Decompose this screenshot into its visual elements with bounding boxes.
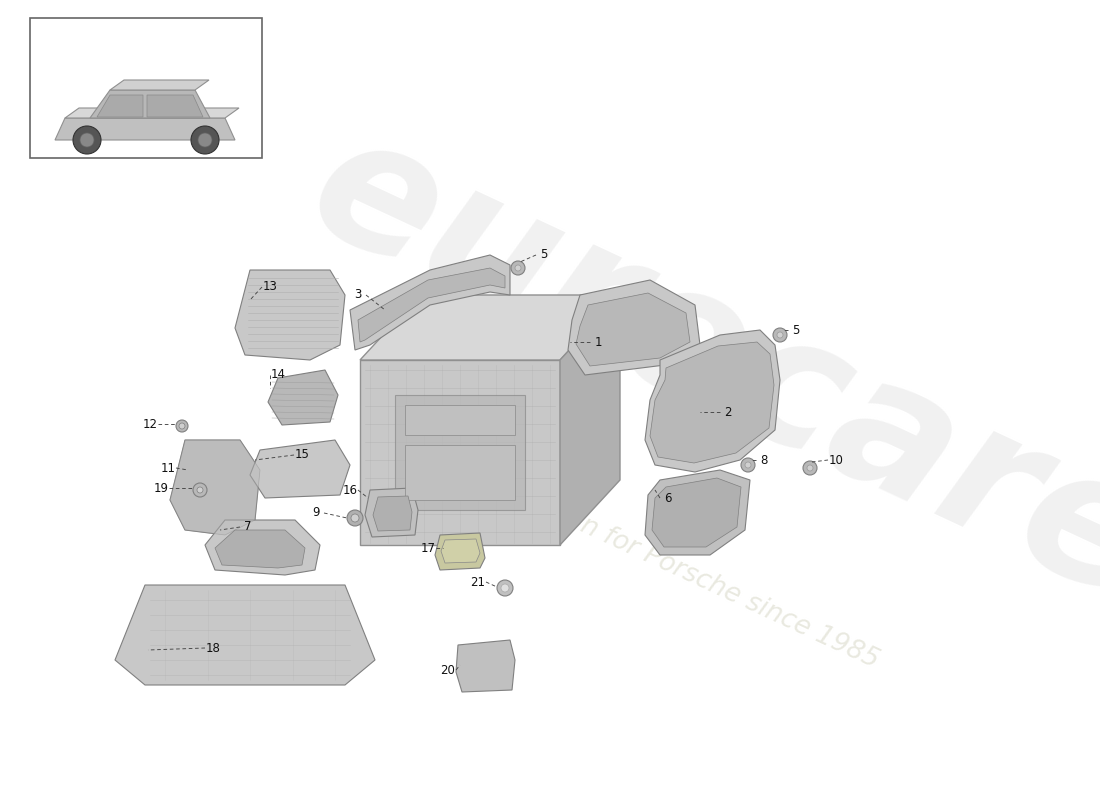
Text: 15: 15 [295,449,309,462]
Polygon shape [214,530,305,568]
Polygon shape [360,295,620,360]
Circle shape [512,261,525,275]
Text: 9: 9 [312,506,320,519]
Circle shape [73,126,101,154]
Text: 17: 17 [420,542,436,554]
Circle shape [191,126,219,154]
Polygon shape [350,255,510,350]
Text: 3: 3 [354,289,362,302]
Polygon shape [358,268,505,342]
Polygon shape [650,342,774,463]
Text: 19: 19 [154,482,168,494]
Polygon shape [97,95,143,117]
Text: eurocares: eurocares [285,97,1100,683]
Polygon shape [65,108,239,118]
Polygon shape [205,520,320,575]
Polygon shape [365,488,418,537]
Circle shape [198,133,212,147]
Circle shape [351,514,359,522]
Polygon shape [441,539,480,563]
Polygon shape [110,80,209,90]
Text: a passion for Porsche since 1985: a passion for Porsche since 1985 [477,466,882,674]
Polygon shape [268,370,338,425]
Text: 18: 18 [206,642,220,654]
Circle shape [741,458,755,472]
Text: 12: 12 [143,418,157,430]
Polygon shape [405,405,515,435]
Text: 1: 1 [594,335,602,349]
Text: 20: 20 [441,663,455,677]
Circle shape [176,420,188,432]
Text: 5: 5 [792,323,800,337]
Circle shape [745,462,751,468]
Polygon shape [405,445,515,500]
Polygon shape [147,95,204,117]
Text: 6: 6 [664,491,672,505]
Bar [30,18,262,158]
Circle shape [807,465,813,471]
Text: 2: 2 [724,406,732,418]
Polygon shape [235,270,345,360]
Polygon shape [55,118,235,140]
Circle shape [515,265,521,271]
Polygon shape [434,533,485,570]
Polygon shape [645,470,750,555]
Polygon shape [250,440,350,498]
Polygon shape [652,478,741,547]
Text: 5: 5 [540,249,548,262]
Text: 8: 8 [760,454,768,466]
Polygon shape [116,585,375,685]
Polygon shape [645,330,780,472]
Text: 10: 10 [828,454,844,466]
Text: 11: 11 [161,462,176,474]
Circle shape [346,510,363,526]
Polygon shape [360,360,560,545]
Circle shape [803,461,817,475]
Text: 14: 14 [271,369,286,382]
Polygon shape [373,496,412,531]
Polygon shape [456,640,515,692]
Circle shape [80,133,94,147]
Circle shape [497,580,513,596]
Circle shape [179,423,185,429]
Polygon shape [560,295,620,545]
Circle shape [197,487,204,493]
Text: 7: 7 [244,521,252,534]
Polygon shape [395,395,525,510]
Circle shape [773,328,786,342]
Polygon shape [90,90,210,118]
Polygon shape [170,440,260,535]
Circle shape [500,584,509,592]
Text: 13: 13 [263,281,277,294]
Text: 21: 21 [471,575,485,589]
Text: 16: 16 [342,483,358,497]
Polygon shape [568,280,700,375]
Circle shape [777,332,783,338]
Circle shape [192,483,207,497]
Polygon shape [576,293,690,366]
Polygon shape [170,440,260,535]
